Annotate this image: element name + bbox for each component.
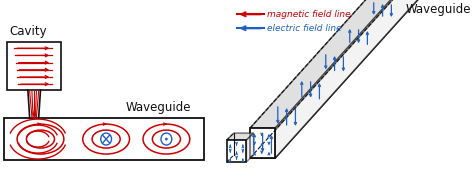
Polygon shape [250, 0, 419, 128]
Text: electric field line: electric field line [267, 24, 342, 33]
Circle shape [165, 138, 168, 141]
Bar [4, 118, 204, 160]
Circle shape [101, 133, 111, 145]
Polygon shape [246, 133, 254, 162]
Polygon shape [227, 140, 246, 162]
Text: Waveguide: Waveguide [406, 3, 471, 16]
Polygon shape [250, 128, 275, 158]
Text: Cavity: Cavity [9, 25, 46, 38]
Polygon shape [275, 0, 419, 158]
Bar [7, 42, 61, 90]
Text: Waveguide: Waveguide [126, 101, 191, 114]
Circle shape [161, 133, 172, 145]
Text: magnetic field line: magnetic field line [267, 10, 351, 19]
Polygon shape [227, 133, 254, 140]
Polygon shape [250, 0, 419, 158]
